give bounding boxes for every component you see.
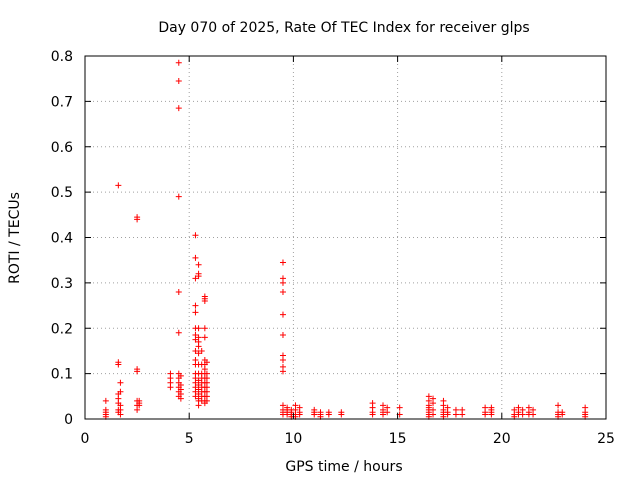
data-point	[192, 302, 199, 309]
data-point	[198, 347, 205, 354]
data-point	[203, 359, 210, 366]
y-tick-label: 0.7	[51, 94, 73, 110]
data-point	[279, 288, 286, 295]
data-point	[296, 411, 303, 418]
data-point	[201, 325, 208, 332]
data-point	[175, 59, 182, 66]
data-point	[175, 77, 182, 84]
x-tick-label: 5	[185, 431, 194, 447]
data-point	[195, 261, 202, 268]
data-point	[279, 368, 286, 375]
data-point	[555, 402, 562, 409]
x-tick-label: 0	[81, 431, 90, 447]
data-point	[396, 404, 403, 411]
data-point	[530, 411, 537, 418]
data-point	[117, 411, 124, 418]
data-point	[195, 343, 202, 350]
data-point	[279, 311, 286, 318]
data-point	[279, 332, 286, 339]
data-point	[175, 329, 182, 336]
data-point	[201, 334, 208, 341]
data-point	[117, 388, 124, 395]
data-points	[102, 59, 589, 420]
chart-title: Day 070 of 2025, Rate Of TEC Index for r…	[158, 20, 529, 36]
data-point	[115, 361, 122, 368]
x-tick-label: 20	[493, 431, 511, 447]
data-point	[195, 273, 202, 280]
data-point	[175, 105, 182, 112]
y-tick-label: 0	[64, 412, 73, 428]
y-tick-label: 0.5	[51, 185, 73, 201]
data-point	[195, 402, 202, 409]
data-point	[452, 411, 459, 418]
data-point	[195, 350, 202, 357]
data-point	[192, 309, 199, 316]
grid-lines	[85, 56, 606, 419]
data-point	[459, 411, 466, 418]
data-point	[192, 275, 199, 282]
data-point	[136, 402, 143, 409]
y-tick-label: 0.3	[51, 276, 73, 292]
data-point	[311, 411, 318, 418]
data-point	[380, 411, 387, 418]
data-point	[177, 372, 184, 379]
x-tick-label: 10	[284, 431, 302, 447]
data-point	[203, 397, 210, 404]
data-point	[117, 379, 124, 386]
data-point	[559, 411, 566, 418]
y-axis-label: ROTI / TECUs	[7, 192, 23, 284]
data-point	[430, 400, 437, 407]
data-point	[201, 298, 208, 305]
data-point	[177, 395, 184, 402]
data-point	[195, 325, 202, 332]
data-point	[369, 411, 376, 418]
data-point	[279, 259, 286, 266]
data-point	[279, 279, 286, 286]
data-point	[134, 368, 141, 375]
data-point	[102, 397, 109, 404]
y-tick-label: 0.4	[51, 231, 73, 247]
data-point	[192, 347, 199, 354]
data-point	[384, 409, 391, 416]
y-tick-label: 0.6	[51, 140, 73, 156]
data-point	[175, 288, 182, 295]
x-tick-label: 15	[389, 431, 407, 447]
data-point	[134, 216, 141, 223]
data-point	[444, 411, 451, 418]
x-axis-label: GPS time / hours	[285, 459, 402, 475]
data-point	[279, 357, 286, 364]
data-point	[482, 411, 489, 418]
data-point	[175, 193, 182, 200]
y-tick-label: 0.1	[51, 367, 73, 383]
axis-ticks: 0 5 10 15 20 25 0 0.1 0.2 0.3 0.4 0.5 0.6 0.7 0.8	[51, 49, 615, 447]
y-tick-label: 0.2	[51, 321, 73, 337]
data-point	[519, 411, 526, 418]
data-point	[430, 411, 437, 418]
data-point	[115, 182, 122, 189]
y-tick-label: 0.8	[51, 49, 73, 65]
data-point	[192, 336, 199, 343]
data-point	[134, 406, 141, 413]
data-point	[192, 254, 199, 261]
data-point	[488, 411, 495, 418]
data-point	[192, 393, 199, 400]
x-tick-label: 25	[597, 431, 615, 447]
data-point	[167, 384, 174, 391]
data-point	[192, 232, 199, 239]
data-point	[325, 411, 332, 418]
data-point	[338, 411, 345, 418]
